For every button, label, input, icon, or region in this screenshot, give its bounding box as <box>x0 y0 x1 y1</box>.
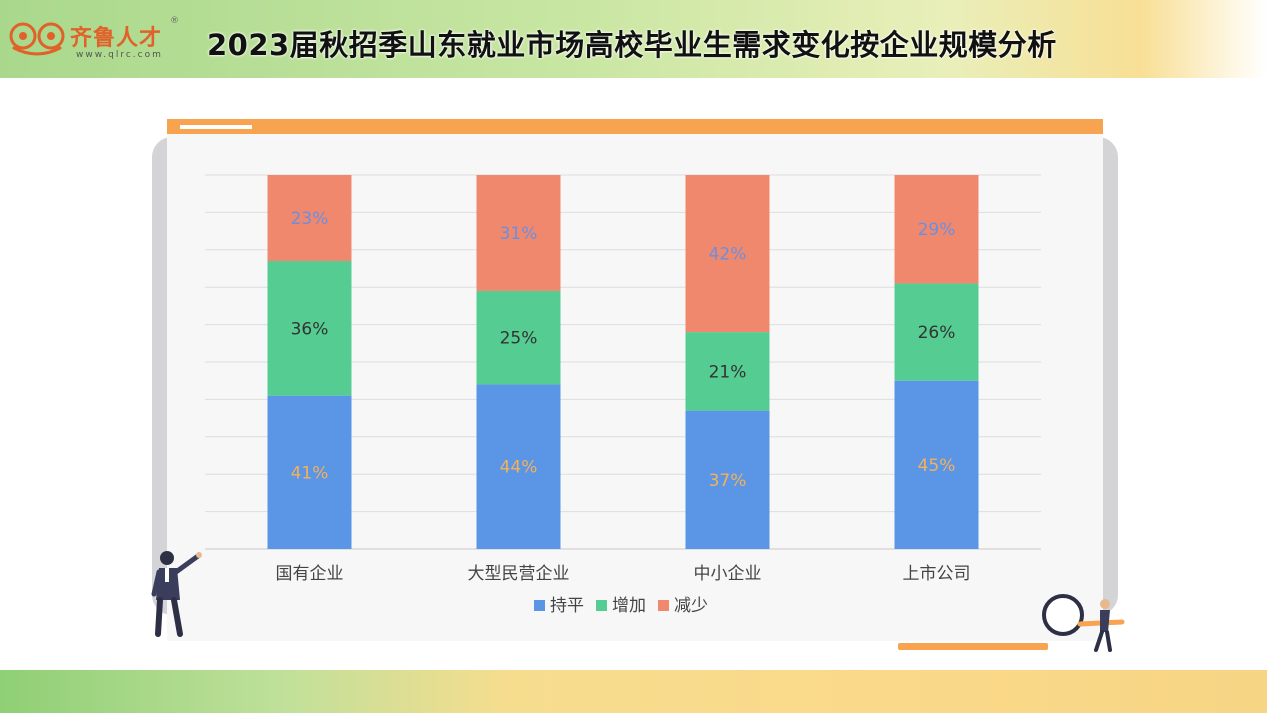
data-label: 44% <box>500 458 538 478</box>
stacked-bar-chart: 41% 36% 23% 国有企业 44% 25% 31% 大型民营企业 37% 21% 42% 中小企… <box>205 174 1041 616</box>
bar-segment <box>894 175 979 284</box>
magnifier-illustration <box>1042 594 1125 652</box>
data-label: 23% <box>291 209 329 229</box>
logo-url: www.qlrc.com <box>76 50 163 60</box>
x-tick-label: 国有企业 <box>276 564 344 584</box>
legend-swatch <box>596 600 607 611</box>
data-label: 29% <box>918 220 956 240</box>
legend-label: 持平 <box>550 596 584 616</box>
bar-segment <box>685 332 770 411</box>
board-bottom-tab <box>898 643 1048 650</box>
bar-segment <box>267 395 352 549</box>
frog-logo-icon <box>9 22 65 56</box>
bar-segment <box>267 175 352 262</box>
legend-swatch <box>534 600 545 611</box>
data-label: 25% <box>500 329 538 349</box>
data-label: 42% <box>709 245 747 265</box>
data-label: 21% <box>709 362 747 382</box>
x-tick-label: 上市公司 <box>903 564 971 584</box>
board-top-bar <box>167 119 1103 134</box>
data-label: 41% <box>291 463 329 483</box>
data-label: 45% <box>918 456 956 476</box>
bar-segment <box>476 384 561 549</box>
board-top-bar-mark <box>180 125 252 129</box>
x-tick-label: 大型民营企业 <box>468 564 570 584</box>
legend-swatch <box>658 600 669 611</box>
bar-segment <box>476 175 561 291</box>
bar-segment <box>685 410 770 549</box>
bar-segment <box>476 290 561 385</box>
footer-band <box>0 670 1267 713</box>
legend-label: 增加 <box>612 596 646 616</box>
bar-segment <box>267 261 352 396</box>
logo-name: 齐鲁人才 <box>70 26 163 51</box>
data-label: 26% <box>918 323 956 343</box>
data-label: 37% <box>709 471 747 491</box>
data-label: 36% <box>291 319 329 339</box>
logo[interactable]: 齐鲁人才 ® www.qlrc.com <box>8 16 193 66</box>
header-band <box>0 0 1267 78</box>
registered-mark: ® <box>170 16 179 26</box>
data-label: 31% <box>500 224 538 244</box>
bar-segment <box>685 175 770 333</box>
bar-segment <box>894 380 979 549</box>
bar-segment <box>894 283 979 381</box>
page-title: 2023届秋招季山东就业市场高校毕业生需求变化按企业规模分析 <box>207 28 1057 62</box>
x-tick-label: 中小企业 <box>694 564 762 584</box>
legend-label: 减少 <box>674 596 708 616</box>
businessman-illustration <box>151 551 202 637</box>
